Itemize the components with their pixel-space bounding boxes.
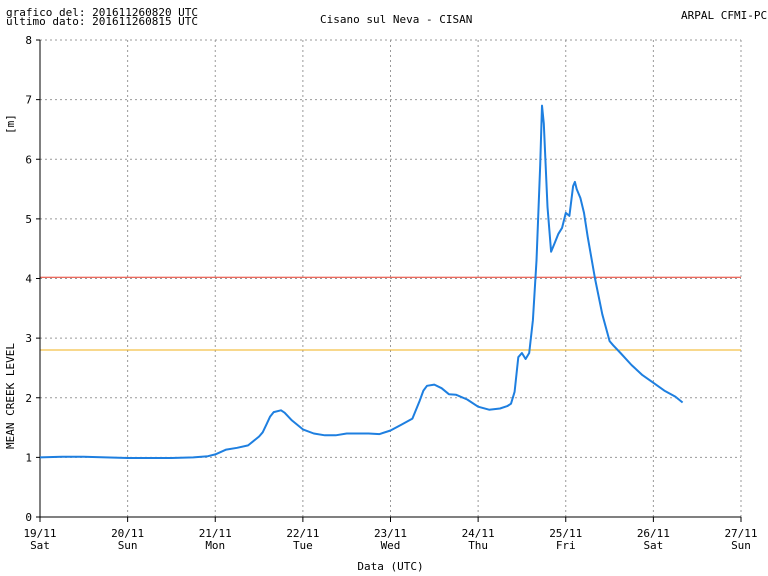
y-axis-label: MEAN CREEK LEVEL: [4, 343, 17, 449]
y-tick-label: 0: [25, 511, 32, 524]
chart-generated-label: grafico del: 201611260820 UTC: [6, 6, 199, 19]
y-tick-label: 3: [25, 332, 32, 345]
x-tick-date-label: 25/11: [549, 527, 582, 540]
x-tick-day-label: Sat: [30, 539, 50, 552]
chart-title: Cisano sul Neva - CISAN: [320, 13, 473, 26]
x-tick-date-label: 21/11: [199, 527, 232, 540]
x-tick-day-label: Thu: [468, 539, 488, 552]
series-layer: [39, 104, 684, 459]
y-tick-label: 4: [25, 273, 32, 286]
x-tick-date-label: 26/11: [637, 527, 670, 540]
x-tick-day-label: Wed: [381, 539, 401, 552]
x-tick-date-label: 20/11: [111, 527, 144, 540]
threshold-lines: [40, 276, 741, 351]
y-axis-unit-label: [m]: [4, 114, 17, 134]
y-tick-label: 1: [25, 451, 32, 464]
x-tick-date-label: 23/11: [374, 527, 407, 540]
x-axis-label: Data (UTC): [357, 560, 423, 573]
y-tick-label: 2: [25, 392, 32, 405]
x-tick-date-label: 24/11: [462, 527, 495, 540]
x-tick-date-label: 22/11: [286, 527, 319, 540]
source-label: ARPAL CFMI-PC: [681, 9, 768, 22]
grid: [40, 39, 742, 517]
x-tick-day-label: Tue: [293, 539, 313, 552]
creek-level-series-line: [39, 104, 684, 459]
x-tick-day-label: Fri: [556, 539, 576, 552]
last-data-label: ultimo dato: 201611260815 UTC: [6, 15, 199, 28]
x-tick-date-label: 27/11: [724, 527, 757, 540]
y-tick-label: 5: [25, 213, 32, 226]
axes: [36, 39, 742, 522]
axis-labels: 01234567819/11Sat20/11Sun21/11Mon22/11Tu…: [4, 34, 758, 573]
x-tick-day-label: Sat: [643, 539, 663, 552]
x-tick-day-label: Sun: [731, 539, 751, 552]
x-tick-day-label: Sun: [118, 539, 138, 552]
x-tick-day-label: Mon: [205, 539, 225, 552]
y-tick-label: 8: [25, 34, 32, 47]
y-tick-label: 7: [25, 94, 32, 107]
y-tick-label: 6: [25, 153, 32, 166]
x-tick-date-label: 19/11: [23, 527, 56, 540]
